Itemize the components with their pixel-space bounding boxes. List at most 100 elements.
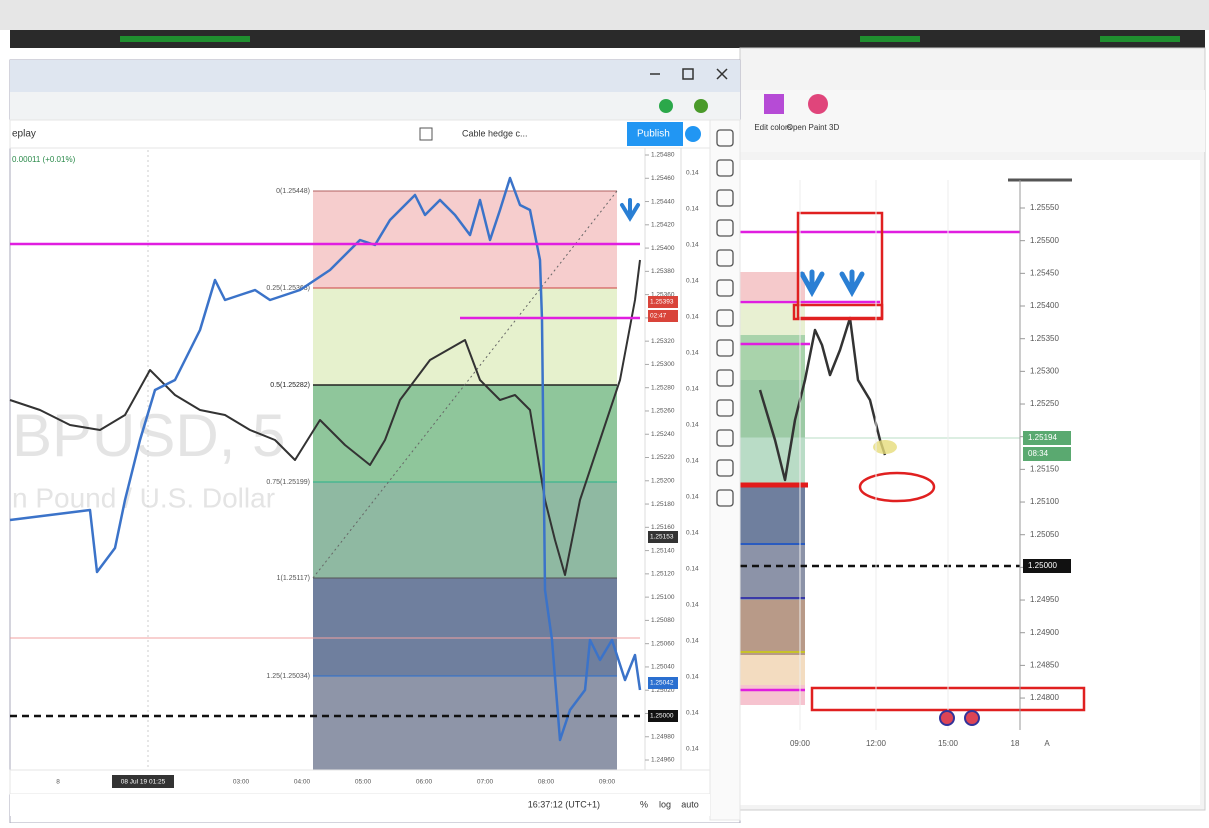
secondary-tick-label: 0.14 (686, 170, 699, 177)
price-tick-label: 1.25200 (651, 477, 675, 484)
change-readout: 0.00011 (+0.01%) (12, 155, 76, 164)
secondary-tick-label: 0.14 (686, 638, 699, 645)
tab-indicator (120, 36, 190, 42)
replay-button: eplay (12, 129, 36, 140)
fib-zone (740, 685, 805, 705)
price-tick-label: 1.25060 (651, 640, 675, 647)
event-flag (939, 710, 955, 726)
price-tick-label: 1.25300 (1030, 366, 1059, 375)
time-tick-label: 18 (1011, 739, 1020, 748)
arrow-icon (839, 269, 865, 298)
fib-level-label: 0(1.25448) (276, 188, 310, 195)
secondary-tick-label: 0.14 (686, 314, 699, 321)
price-tick-label: 1.25450 (1030, 268, 1059, 277)
fib-level-label: 0.25(1.25363) (266, 285, 310, 292)
tool-icon (716, 189, 734, 207)
time-tick-label: 12:00 (866, 739, 887, 748)
price-tick-label: 1.25440 (651, 198, 675, 205)
price-tag (648, 710, 678, 722)
arrow-icon (799, 269, 825, 298)
maximize (682, 68, 694, 80)
chart-toolbar (9, 119, 711, 149)
secondary-tick-label: 0.14 (686, 242, 699, 249)
secondary-tick-label: 0.14 (686, 350, 699, 357)
secondary-tick-label: 0.14 (686, 422, 699, 429)
ribbon-button: Edit colors (754, 123, 791, 132)
fib-level-label: 1.25(1.25034) (266, 673, 310, 680)
price-tag-label: 1.25153 (650, 534, 674, 541)
fib-zone (313, 288, 617, 385)
tool-icon (716, 429, 734, 447)
fib-zone (740, 438, 805, 485)
fib-zone (313, 191, 617, 288)
price-tick-label: 1.25050 (1030, 530, 1059, 539)
fib-zone (313, 578, 617, 676)
fib-zone (740, 335, 805, 380)
time-tick-label: A (1044, 739, 1050, 748)
overlay-line (9, 176, 642, 742)
layout-selector: Cable hedge c... (462, 128, 528, 138)
status-item: auto (681, 799, 699, 809)
price-tag (1023, 559, 1071, 573)
price-tick-label: 1.24900 (1030, 628, 1059, 637)
price-tick-label: 1.25550 (1030, 203, 1059, 212)
price-tick-label: 1.25350 (1030, 334, 1059, 343)
price-tag-label: 1.25000 (1028, 561, 1057, 570)
arrow-icon (620, 198, 640, 222)
tool-icon (716, 459, 734, 477)
price-tick-label: 1.24800 (1030, 693, 1059, 702)
price-tag (648, 677, 678, 689)
fib-level-label: 0.5(1.25282) (270, 382, 310, 389)
fib-zone (740, 600, 805, 655)
tab-indicator (860, 36, 920, 42)
tool-icon (716, 129, 734, 147)
price-tag-label: 02:47 (650, 313, 667, 320)
time-tick-label: 15:00 (938, 739, 959, 748)
price-candles (758, 316, 887, 482)
tool-icon (716, 309, 734, 327)
secondary-tick-label: 0.14 (686, 386, 699, 393)
price-tag-label: 1.25393 (650, 299, 674, 306)
secondary-tick-label: 0.14 (686, 458, 699, 465)
publish-button: Publish (637, 129, 670, 140)
top-strip (0, 0, 1209, 30)
price-tag (648, 296, 678, 308)
secondary-tick-label: 0.14 (686, 710, 699, 717)
secondary-tick-label: 0.14 (686, 746, 699, 753)
price-tick-label: 1.25400 (1030, 301, 1059, 310)
taskbar-tabs (10, 30, 1205, 48)
address-bar (10, 92, 740, 120)
price-tag (648, 310, 678, 322)
publish-button (627, 122, 683, 146)
profile-icon[interactable] (694, 99, 708, 113)
time-tick-label: 09:00 (599, 779, 616, 786)
price-tick-label: 1.25100 (1030, 497, 1059, 506)
price-tick-label: 1.25180 (651, 501, 675, 508)
crosshair-tag (112, 775, 174, 788)
layout-box (419, 127, 433, 141)
tool-icon (716, 219, 734, 237)
secondary-tick-label: 0.14 (686, 602, 699, 609)
price-tick-label: 1.25320 (651, 338, 675, 345)
status-bar (10, 794, 710, 816)
secondary-tick-label: 0.14 (686, 566, 699, 573)
tab-indicator (190, 36, 250, 42)
price-tick-label: 1.24850 (1030, 660, 1059, 669)
price-tick-label: 1.25300 (651, 361, 675, 368)
fib-zone (313, 482, 617, 578)
time-tick-label: 8 (56, 779, 60, 786)
price-tag-label: 1.25000 (650, 713, 674, 720)
price-tick-label: 1.25150 (1030, 464, 1059, 473)
status-item: 16:37:12 (UTC+1) (528, 799, 600, 809)
price-tick-label: 1.25040 (651, 664, 675, 671)
play-button[interactable] (685, 126, 701, 142)
extension-icon[interactable] (659, 99, 673, 113)
ribbon-button: Open Paint 3D (787, 123, 840, 132)
price-tag-label: 1.25042 (650, 680, 674, 687)
price-tick-label: 1.25020 (651, 687, 675, 694)
tool-icon (716, 489, 734, 507)
annotation-box (792, 303, 884, 321)
time-tick-label: 04:00 (294, 779, 311, 786)
